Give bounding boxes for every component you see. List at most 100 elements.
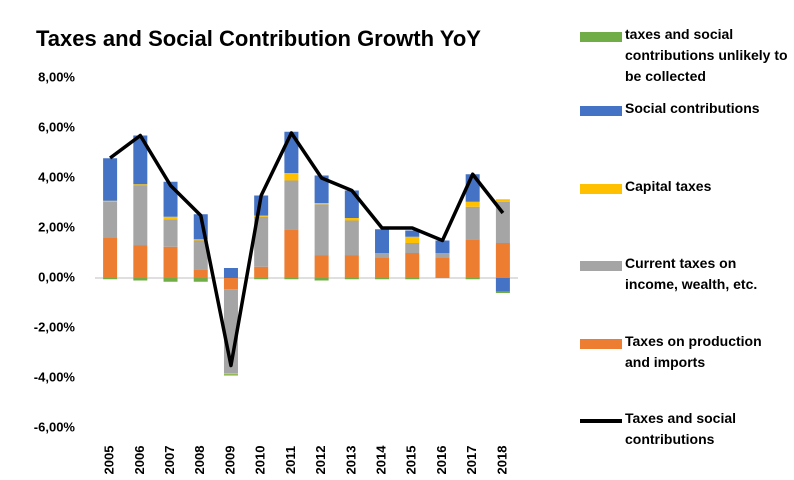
legend-label: Capital taxes [625, 178, 712, 194]
bar-segment [375, 229, 390, 253]
y-tick-label: 8,00% [38, 69, 75, 84]
bar-segment [314, 175, 329, 203]
bar-segment [405, 236, 420, 243]
bar-segment [103, 202, 118, 238]
bar-segment [495, 243, 510, 278]
bar-segment [284, 229, 299, 278]
bar-segment [133, 135, 148, 185]
legend-swatch [580, 419, 622, 423]
bar-segment [193, 269, 208, 278]
bar-segment [254, 266, 269, 278]
y-tick-label: 0,00% [38, 269, 75, 284]
legend-label: Taxes on production and imports [625, 333, 762, 370]
bar-segment [405, 253, 420, 278]
bar-segment [495, 291, 510, 293]
y-tick-label: 6,00% [38, 119, 75, 134]
x-tick-label: 2012 [313, 446, 328, 475]
bar-segment [284, 173, 299, 181]
bar-segment [193, 278, 208, 282]
legend-swatch [580, 339, 622, 349]
legend-item: Current taxes on income, wealth, etc. [580, 255, 790, 295]
y-tick-label: -4,00% [34, 369, 76, 384]
bar-segment [465, 206, 480, 240]
bar-segment [133, 245, 148, 278]
chart-title: Taxes and Social Contribution Growth YoY [36, 26, 481, 51]
legend-item: Taxes on production and imports [580, 333, 790, 373]
bar-segment [284, 278, 299, 280]
legend-label: taxes and social contributions unlikely … [625, 26, 788, 84]
bar-segment [103, 238, 118, 278]
legend-swatch [580, 261, 622, 271]
x-tick-label: 2006 [132, 446, 147, 475]
bar-segment [284, 180, 299, 230]
legend-swatch [580, 32, 622, 42]
x-tick-label: 2010 [253, 446, 268, 475]
y-tick-label: 2,00% [38, 219, 75, 234]
bar-segment [405, 230, 420, 237]
bar-segment [163, 216, 178, 220]
bar-segment [193, 239, 208, 241]
bar-segment [435, 258, 450, 278]
bar-segment [314, 255, 329, 278]
bar-segment [375, 253, 390, 258]
x-tick-label: 2016 [434, 446, 449, 475]
bar-segment [254, 278, 269, 280]
legend: taxes and social contributions unlikely … [580, 0, 790, 480]
bar-segment [163, 278, 178, 282]
bar-segment [495, 278, 510, 292]
x-tick-label: 2011 [283, 446, 298, 474]
bar-segment [103, 278, 118, 280]
legend-swatch [580, 184, 622, 194]
legend-label: Social contributions [625, 100, 760, 116]
bar-segment [344, 278, 359, 280]
bar-segment [103, 158, 118, 201]
bar-segment [465, 239, 480, 278]
bar-segment [254, 215, 269, 217]
legend-item: Social contributions [580, 100, 790, 119]
bar-segment [465, 201, 480, 207]
bar-segment [133, 185, 148, 246]
bar-segment [193, 240, 208, 270]
bar-segment [405, 243, 420, 253]
bar-segment [344, 218, 359, 221]
bar-segment [103, 200, 118, 202]
legend-label: Current taxes on income, wealth, etc. [625, 255, 758, 292]
y-tick-label: -6,00% [34, 419, 76, 434]
bar-segment [314, 203, 329, 205]
bar-segment [223, 374, 238, 376]
bar-segment [314, 204, 329, 256]
bar-segment [163, 246, 178, 278]
x-tick-label: 2013 [343, 446, 358, 475]
bar-segment [344, 255, 359, 278]
x-tick-label: 2007 [162, 446, 177, 475]
bar-segment [435, 240, 450, 253]
bar-segment [133, 184, 148, 186]
bar-segment [375, 278, 390, 280]
bar-segment [465, 278, 480, 280]
legend-item: taxes and social contributions unlikely … [580, 26, 790, 87]
bar-segment [495, 201, 510, 243]
bar-segment [223, 268, 238, 278]
x-tick-label: 2014 [373, 445, 388, 475]
legend-label: Taxes and social contributions [625, 410, 737, 447]
bar-segment [133, 278, 148, 281]
y-tick-label: -2,00% [34, 319, 76, 334]
y-tick-label: 4,00% [38, 169, 75, 184]
bar-segment [375, 258, 390, 278]
bar-segment [495, 199, 510, 202]
x-tick-label: 2009 [222, 446, 237, 475]
bar-segment [223, 373, 238, 375]
legend-item: Taxes and social contributions [580, 410, 790, 450]
bar-segment [314, 278, 329, 281]
bar-segment [223, 278, 238, 290]
x-tick-label: 2015 [404, 446, 419, 475]
bar-segment [163, 219, 178, 247]
bar-segment [405, 278, 420, 280]
x-tick-label: 2008 [192, 446, 207, 475]
bar-segment [254, 216, 269, 267]
legend-item: Capital taxes [580, 178, 790, 197]
line-series [109, 131, 505, 368]
x-tick-label: 2017 [464, 446, 479, 475]
